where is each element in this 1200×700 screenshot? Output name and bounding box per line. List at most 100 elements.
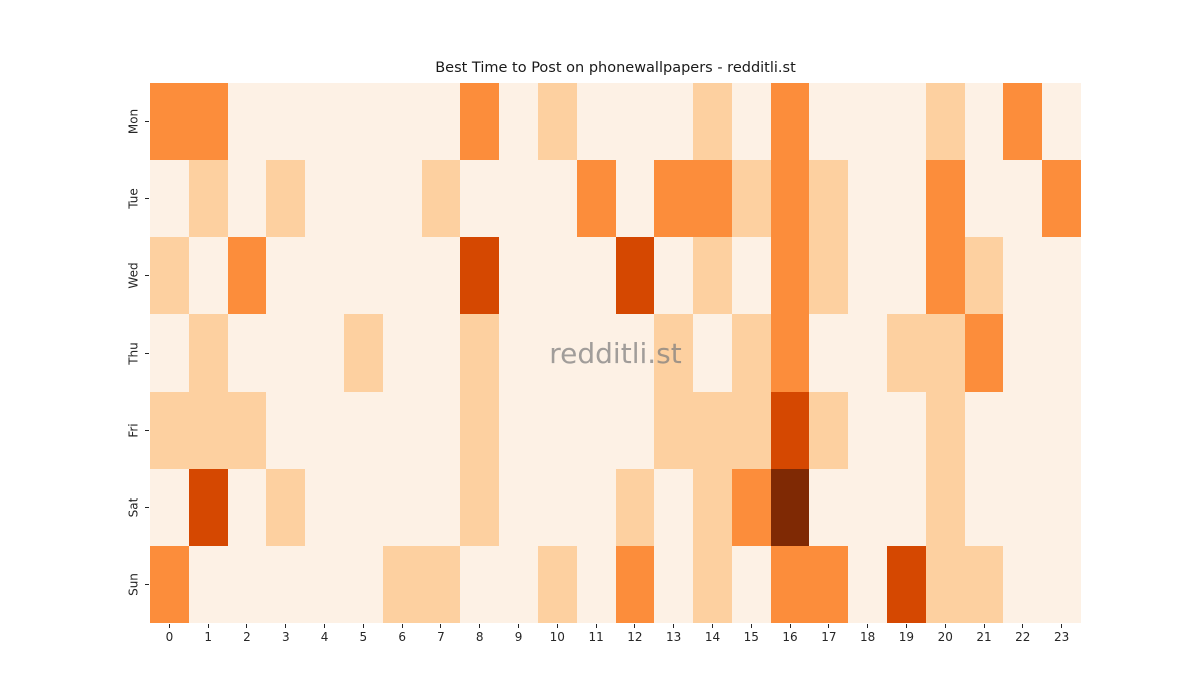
heatmap-cell xyxy=(770,160,810,238)
y-tick xyxy=(145,429,149,431)
heatmap-cell xyxy=(537,545,577,623)
x-tick xyxy=(983,624,985,628)
heatmap-cell xyxy=(266,314,306,392)
heatmap-cell xyxy=(382,468,422,546)
heatmap-cell xyxy=(770,83,810,161)
heatmap-cell xyxy=(925,468,965,546)
x-tick-label: 20 xyxy=(937,630,953,644)
heatmap-cell xyxy=(188,314,228,392)
heatmap-cell xyxy=(654,237,694,315)
heatmap-cell xyxy=(150,314,189,392)
heatmap-cell xyxy=(499,237,538,315)
heatmap-cell xyxy=(809,314,849,392)
x-tick xyxy=(1061,624,1063,628)
heatmap-cell xyxy=(150,83,189,161)
heatmap-cell xyxy=(1042,545,1081,623)
y-tick-label: Fri xyxy=(126,423,141,438)
heatmap-cell xyxy=(809,545,849,623)
x-tick-label: 1 xyxy=(204,630,212,644)
heatmap-cell xyxy=(576,83,616,161)
heatmap-cell xyxy=(887,314,926,392)
heatmap-cell xyxy=(848,391,888,469)
heatmap-cell xyxy=(382,314,422,392)
heatmap-cell xyxy=(537,160,577,238)
x-tick-label: 0 xyxy=(165,630,174,644)
heatmap-cell xyxy=(731,237,771,315)
heatmap-cell xyxy=(188,237,228,315)
heatmap-cell xyxy=(693,314,732,392)
heatmap-cell xyxy=(1003,545,1043,623)
x-tick xyxy=(634,624,636,628)
heatmap-cell xyxy=(266,160,306,238)
x-tick-label: 9 xyxy=(514,630,523,644)
heatmap-cell xyxy=(925,545,965,623)
heatmap-cell xyxy=(654,391,694,469)
heatmap-cell xyxy=(615,160,655,238)
x-tick xyxy=(944,624,946,628)
y-tick xyxy=(145,506,149,508)
heatmap-cell xyxy=(1003,468,1043,546)
heatmap-grid xyxy=(150,83,1081,623)
x-tick xyxy=(673,624,675,628)
heatmap-cell xyxy=(421,468,461,546)
heatmap-cell xyxy=(150,391,189,469)
heatmap-cell xyxy=(615,83,655,161)
heatmap-cell xyxy=(305,237,344,315)
heatmap-cell xyxy=(654,314,694,392)
x-tick-label: 13 xyxy=(666,630,682,644)
heatmap-cell xyxy=(925,160,965,238)
heatmap-cell xyxy=(460,391,500,469)
y-tick-label: Wed xyxy=(126,262,141,289)
heatmap-cell xyxy=(809,160,849,238)
chart-title: Best Time to Post on phonewallpapers - r… xyxy=(435,60,796,76)
x-tick xyxy=(750,624,752,628)
heatmap-cell xyxy=(848,160,888,238)
heatmap-cell xyxy=(809,468,849,546)
heatmap-cell xyxy=(615,314,655,392)
heatmap-cell xyxy=(537,83,577,161)
x-tick-label: 3 xyxy=(281,630,290,644)
x-tick-label: 8 xyxy=(475,630,484,644)
x-tick-label: 4 xyxy=(320,630,329,644)
heatmap-cell xyxy=(1003,391,1043,469)
heatmap-cell xyxy=(150,237,189,315)
heatmap-cell xyxy=(693,83,732,161)
x-tick-label: 19 xyxy=(898,630,915,644)
x-tick xyxy=(595,624,597,628)
heatmap-cell xyxy=(227,468,267,546)
heatmap-cell xyxy=(227,160,267,238)
heatmap-cell xyxy=(615,237,655,315)
heatmap-cell xyxy=(150,545,189,623)
heatmap-cell xyxy=(964,83,1004,161)
heatmap-cell xyxy=(266,545,306,623)
heatmap-cell xyxy=(537,314,577,392)
y-tick xyxy=(145,352,149,354)
heatmap-cell xyxy=(382,545,422,623)
x-tick xyxy=(207,624,209,628)
x-tick xyxy=(285,624,287,628)
heatmap-cell xyxy=(1003,237,1043,315)
heatmap-cell xyxy=(848,237,888,315)
heatmap-cell xyxy=(731,391,771,469)
heatmap-cell xyxy=(576,391,616,469)
x-tick-label: 21 xyxy=(976,630,992,644)
heatmap-cell xyxy=(343,83,383,161)
heatmap-cell xyxy=(731,468,771,546)
y-tick-label: Sun xyxy=(126,573,141,596)
x-tick-label: 2 xyxy=(243,630,251,644)
heatmap-cell xyxy=(499,314,538,392)
x-tick xyxy=(246,624,248,628)
heatmap-cell xyxy=(693,237,732,315)
heatmap-cell xyxy=(305,314,344,392)
heatmap-cell xyxy=(809,237,849,315)
heatmap-cell xyxy=(305,160,344,238)
heatmap-cell xyxy=(499,83,538,161)
x-tick xyxy=(1022,624,1024,628)
heatmap-cell xyxy=(227,83,267,161)
heatmap-cell xyxy=(731,314,771,392)
x-tick xyxy=(556,624,558,628)
x-tick xyxy=(905,624,907,628)
heatmap-cell xyxy=(460,314,500,392)
x-tick-label: 12 xyxy=(627,630,643,644)
x-tick xyxy=(867,624,869,628)
